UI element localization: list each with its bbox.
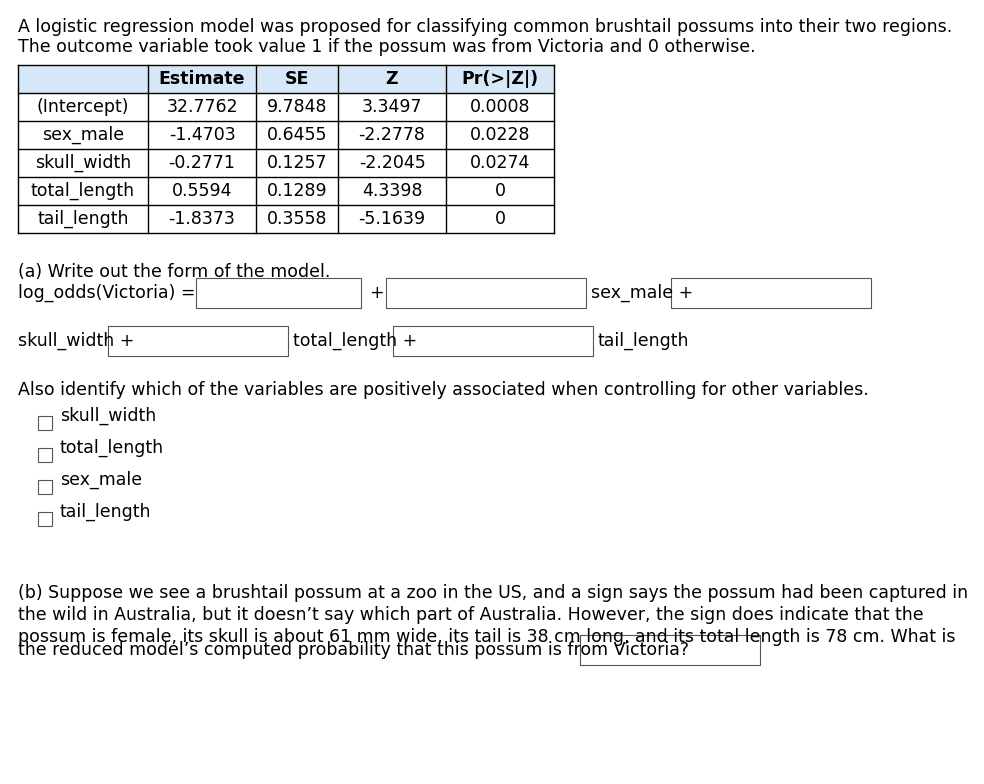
Bar	[18, 65, 554, 93]
Text: -2.2045: -2.2045	[358, 154, 425, 172]
Bar	[18, 65, 554, 93]
Text: A logistic regression model was proposed for classifying common brushtail possum: A logistic regression model was proposed…	[18, 18, 953, 36]
Bar	[580, 635, 760, 665]
Bar	[38, 416, 52, 430]
Text: possum is female, its skull is about 61 mm wide, its tail is 38 cm long, and its: possum is female, its skull is about 61 …	[18, 628, 955, 646]
Text: 9.7848: 9.7848	[267, 98, 328, 116]
Bar	[38, 480, 52, 494]
Text: total_length: total_length	[31, 182, 135, 200]
Text: 0.1257: 0.1257	[267, 154, 328, 172]
Text: log_odds(Victoria) =: log_odds(Victoria) =	[18, 284, 196, 302]
Bar	[38, 512, 52, 526]
Text: Z: Z	[386, 70, 399, 88]
Bar	[38, 448, 52, 462]
Text: 0: 0	[495, 210, 506, 228]
Text: SE: SE	[284, 70, 309, 88]
Text: total_length: total_length	[60, 439, 164, 457]
Text: -2.2778: -2.2778	[358, 126, 425, 144]
Text: 3.3497: 3.3497	[362, 98, 422, 116]
Text: Pr(>|Z|): Pr(>|Z|)	[461, 70, 538, 88]
Text: 4.3398: 4.3398	[362, 182, 422, 200]
Text: The outcome variable took value 1 if the possum was from Victoria and 0 otherwis: The outcome variable took value 1 if the…	[18, 38, 756, 56]
Text: total_length +: total_length +	[293, 332, 417, 350]
Text: sex_male: sex_male	[60, 471, 142, 489]
Text: skull_width +: skull_width +	[18, 332, 135, 350]
Text: 0.1289: 0.1289	[267, 182, 328, 200]
Bar	[671, 278, 871, 308]
Text: skull_width: skull_width	[34, 154, 131, 172]
Text: 0.0274: 0.0274	[469, 154, 530, 172]
Text: 0.0228: 0.0228	[469, 126, 530, 144]
Bar	[196, 278, 361, 308]
Text: tail_length: tail_length	[37, 210, 129, 228]
Text: Also identify which of the variables are positively associated when controlling : Also identify which of the variables are…	[18, 381, 869, 399]
Bar	[393, 326, 593, 356]
Text: tail_length: tail_length	[598, 332, 690, 350]
Bar	[108, 326, 288, 356]
Text: skull_width: skull_width	[60, 407, 156, 425]
Text: -1.4703: -1.4703	[168, 126, 235, 144]
Text: 0.5594: 0.5594	[172, 182, 232, 200]
Text: +: +	[369, 284, 384, 302]
Text: Estimate: Estimate	[158, 70, 245, 88]
Text: (a) Write out the form of the model.: (a) Write out the form of the model.	[18, 263, 331, 281]
Text: -0.2771: -0.2771	[168, 154, 235, 172]
Bar	[386, 278, 586, 308]
Text: 32.7762: 32.7762	[166, 98, 238, 116]
Text: sex_male: sex_male	[42, 126, 124, 144]
Text: 0.3558: 0.3558	[267, 210, 328, 228]
Text: the reduced model’s computed probability that this possum is from Victoria?: the reduced model’s computed probability…	[18, 641, 689, 659]
Text: -1.8373: -1.8373	[168, 210, 235, 228]
Text: 0.6455: 0.6455	[267, 126, 328, 144]
Text: sex_male +: sex_male +	[591, 284, 694, 302]
Text: (b) Suppose we see a brushtail possum at a zoo in the US, and a sign says the po: (b) Suppose we see a brushtail possum at…	[18, 584, 968, 602]
Text: the wild in Australia, but it doesn’t say which part of Australia. However, the : the wild in Australia, but it doesn’t sa…	[18, 606, 924, 624]
Text: (Intercept): (Intercept)	[36, 98, 129, 116]
Text: 0: 0	[495, 182, 506, 200]
Text: 0.0008: 0.0008	[469, 98, 530, 116]
Bar	[18, 65, 554, 233]
Text: tail_length: tail_length	[60, 503, 152, 521]
Text: -5.1639: -5.1639	[358, 210, 425, 228]
